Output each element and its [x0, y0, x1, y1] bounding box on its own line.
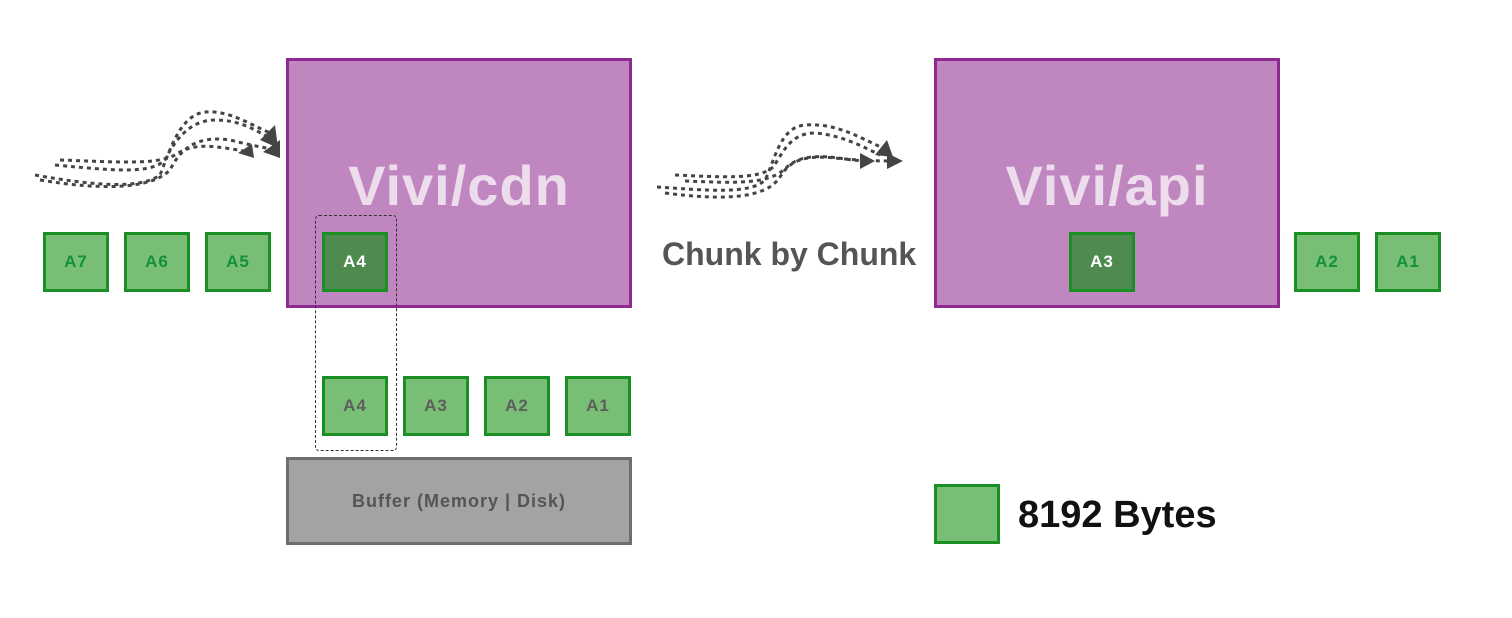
chunk-focus-outline	[315, 215, 397, 451]
legend-swatch	[934, 484, 1000, 544]
legend-label: 8192 Bytes	[1018, 494, 1217, 536]
api-server-title: Vivi/api	[1005, 154, 1209, 217]
buffer-box: Buffer (Memory | Disk)	[286, 457, 632, 545]
incoming-chunk: A7	[43, 232, 109, 292]
buffered-chunk: A1	[565, 376, 631, 436]
incoming-chunk: A5	[205, 232, 271, 292]
transfer-label: Chunk by Chunk	[662, 236, 917, 272]
buffered-chunk: A4	[322, 376, 388, 436]
cdn-server-title: Vivi/cdn	[348, 154, 570, 217]
api-server-box: Vivi/api	[934, 58, 1280, 308]
cdn-current-chunk: A4	[322, 232, 388, 292]
output-chunk: A2	[1294, 232, 1360, 292]
incoming-stream-arrow	[34, 110, 280, 189]
buffered-chunk: A2	[484, 376, 550, 436]
buffered-chunk: A3	[403, 376, 469, 436]
transfer-stream-arrow	[656, 123, 903, 199]
output-chunk: A1	[1375, 232, 1441, 292]
incoming-chunk: A6	[124, 232, 190, 292]
api-current-chunk: A3	[1069, 232, 1135, 292]
